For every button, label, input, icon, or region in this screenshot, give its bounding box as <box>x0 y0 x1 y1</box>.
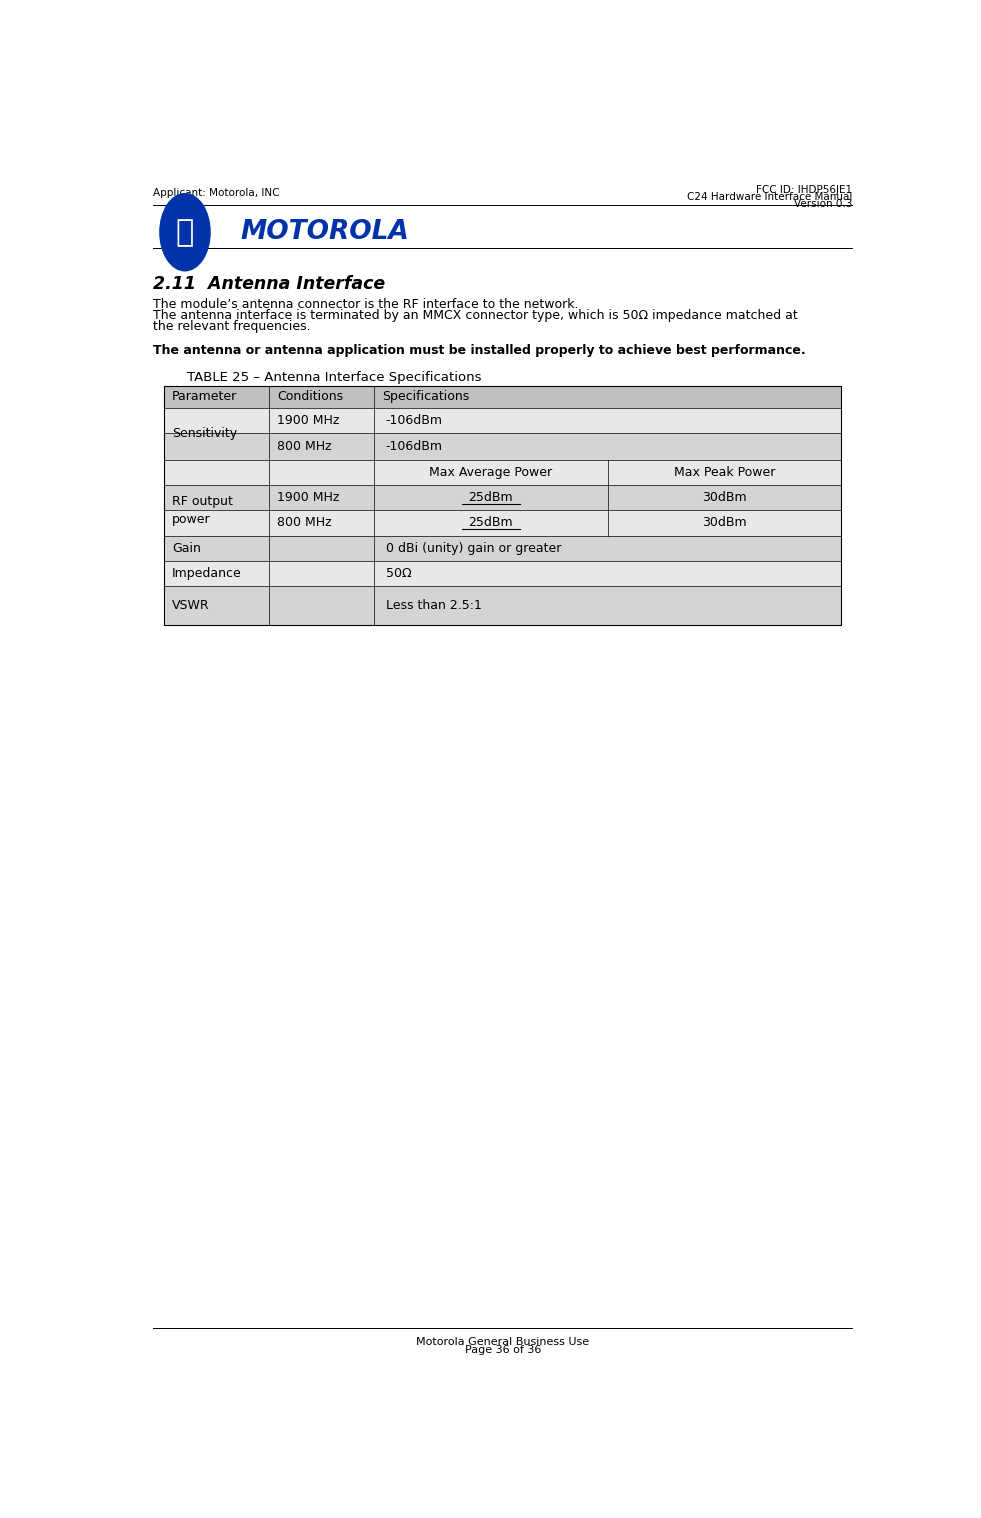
Text: VSWR: VSWR <box>172 600 210 612</box>
Text: -106dBm: -106dBm <box>386 414 442 427</box>
Text: 25dBm: 25dBm <box>469 516 513 530</box>
Text: Motorola General Business Use: Motorola General Business Use <box>416 1337 590 1346</box>
Text: Specifications: Specifications <box>382 390 469 404</box>
Text: 800 MHz: 800 MHz <box>277 516 332 530</box>
Text: 800 MHz: 800 MHz <box>277 440 332 454</box>
Text: Impedance: Impedance <box>172 568 241 580</box>
Text: The module’s antenna connector is the RF interface to the network.: The module’s antenna connector is the RF… <box>153 298 579 311</box>
Text: Page 36 of 36: Page 36 of 36 <box>465 1345 541 1356</box>
Bar <box>165 510 841 536</box>
Bar <box>165 386 841 625</box>
Text: 30dBm: 30dBm <box>702 516 747 530</box>
Text: TABLE 25 – Antenna Interface Specifications: TABLE 25 – Antenna Interface Specificati… <box>187 370 482 384</box>
Text: Less than 2.5:1: Less than 2.5:1 <box>386 600 482 612</box>
Bar <box>165 433 841 460</box>
Bar <box>165 536 841 562</box>
Text: 2.11  Antenna Interface: 2.11 Antenna Interface <box>153 275 386 293</box>
Text: 30dBm: 30dBm <box>702 490 747 504</box>
Text: Max Average Power: Max Average Power <box>430 466 552 480</box>
Text: 25dBm: 25dBm <box>469 490 513 504</box>
Bar <box>165 408 841 433</box>
Text: Max Peak Power: Max Peak Power <box>674 466 775 480</box>
Text: 1900 MHz: 1900 MHz <box>277 414 339 427</box>
Bar <box>165 586 841 625</box>
Text: Conditions: Conditions <box>277 390 343 404</box>
Text: Parameter: Parameter <box>172 390 237 404</box>
Text: C24 Hardware Interface Manual: C24 Hardware Interface Manual <box>687 193 852 202</box>
Bar <box>165 562 841 586</box>
Text: MOTOROLA: MOTOROLA <box>240 219 409 246</box>
Text: 0 dBi (unity) gain or greater: 0 dBi (unity) gain or greater <box>386 542 561 554</box>
Bar <box>165 460 841 484</box>
Text: FCC ID: IHDP56JE1: FCC ID: IHDP56JE1 <box>756 185 852 196</box>
Text: 50Ω: 50Ω <box>386 568 411 580</box>
Text: Applicant: Motorola, INC: Applicant: Motorola, INC <box>153 188 280 199</box>
Text: Gain: Gain <box>172 542 201 554</box>
Text: ⓜ: ⓜ <box>176 217 194 247</box>
Text: The antenna interface is terminated by an MMCX connector type, which is 50Ω impe: The antenna interface is terminated by a… <box>153 310 798 322</box>
Circle shape <box>160 194 210 270</box>
Bar <box>165 386 841 408</box>
Text: RF output
power: RF output power <box>172 495 232 525</box>
Text: 1900 MHz: 1900 MHz <box>277 490 339 504</box>
Text: Sensitivity: Sensitivity <box>172 428 237 440</box>
Text: the relevant frequencies.: the relevant frequencies. <box>153 320 311 332</box>
Text: -106dBm: -106dBm <box>386 440 442 454</box>
Text: Version 0.3: Version 0.3 <box>794 199 852 209</box>
Bar <box>165 484 841 510</box>
Text: The antenna or antenna application must be installed properly to achieve best pe: The antenna or antenna application must … <box>153 345 805 357</box>
